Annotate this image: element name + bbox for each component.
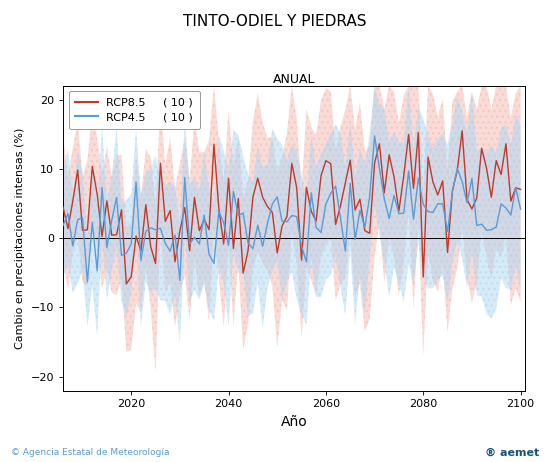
Legend: RCP8.5     ( 10 ), RCP4.5     ( 10 ): RCP8.5 ( 10 ), RCP4.5 ( 10 ) xyxy=(69,91,200,129)
Text: © Agencia Estatal de Meteorología: © Agencia Estatal de Meteorología xyxy=(11,449,169,457)
X-axis label: Año: Año xyxy=(281,414,307,429)
Y-axis label: Cambio en precipitaciones intensas (%): Cambio en precipitaciones intensas (%) xyxy=(15,128,25,349)
Text: ® aemet: ® aemet xyxy=(485,447,539,457)
Title: ANUAL: ANUAL xyxy=(273,73,316,86)
Text: TINTO-ODIEL Y PIEDRAS: TINTO-ODIEL Y PIEDRAS xyxy=(183,14,367,29)
